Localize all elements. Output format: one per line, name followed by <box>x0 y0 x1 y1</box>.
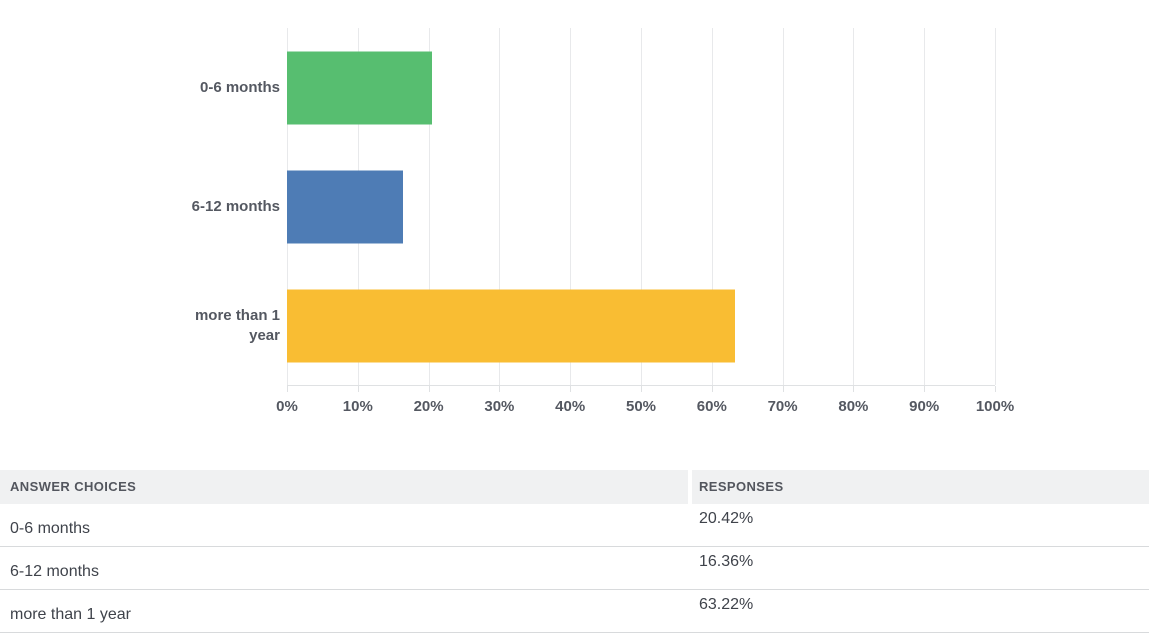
axis-tick <box>499 386 501 392</box>
x-tick-label: 0% <box>276 398 298 415</box>
gridline <box>995 28 996 385</box>
gridline <box>428 28 430 385</box>
category-label-row: more than 1 year <box>0 266 280 385</box>
bar <box>287 170 403 243</box>
gridline <box>499 28 501 385</box>
category-axis: 0-6 months 6-12 months more than 1 year <box>0 28 280 385</box>
axis-tick <box>641 386 642 392</box>
x-tick-label: 20% <box>413 398 444 415</box>
x-axis-labels: 0% 10% 20% 30% 40% 50% 60% 70% 80% 90% 100% <box>276 398 1014 418</box>
axis-tick <box>995 386 996 392</box>
table-row: 0-6 months 20.42% <box>0 504 1149 547</box>
x-tick-label: 80% <box>838 398 869 415</box>
header-answer-choices: ANSWER CHOICES <box>0 470 688 504</box>
gridline <box>711 28 713 385</box>
x-tick-label: 90% <box>909 398 940 415</box>
axis-tick <box>711 386 713 392</box>
cell-response: 20.42% <box>699 510 754 527</box>
x-tick-label: 50% <box>625 398 657 415</box>
chart-band <box>287 28 995 147</box>
x-axis-ticks <box>287 386 996 392</box>
category-label-row: 0-6 months <box>0 28 280 147</box>
header-responses: RESPONSES <box>692 470 1149 504</box>
chart-band <box>287 147 995 266</box>
cell-answer-choice: 6-12 months <box>10 563 99 580</box>
axis-tick <box>782 386 784 392</box>
x-tick-label: 70% <box>767 398 798 415</box>
table-header-row: ANSWER CHOICES RESPONSES <box>0 470 1149 504</box>
category-label: more than 1 year <box>194 306 280 344</box>
category-label-row: 6-12 months <box>0 147 280 266</box>
x-tick-label: 60% <box>696 398 727 415</box>
category-label: 0-6 months <box>199 78 280 96</box>
x-tick-label: 10% <box>342 398 373 415</box>
cell-answer-choice: more than 1 year <box>10 606 131 623</box>
axis-tick <box>924 386 926 392</box>
x-tick-label: 30% <box>484 398 515 415</box>
chart-bars <box>287 28 995 385</box>
cell-response: 63.22% <box>699 596 754 613</box>
axis-tick <box>428 386 430 392</box>
table-body: 0-6 months 20.42% 6-12 months 16.36% more th… <box>0 504 1149 633</box>
gridline <box>641 28 642 385</box>
gridline <box>570 28 572 385</box>
x-tick-label: 100% <box>975 398 1015 415</box>
cell-answer-choice: 0-6 months <box>10 520 91 537</box>
bar <box>287 51 432 124</box>
x-tick-label: 40% <box>555 398 586 415</box>
table-row: more than 1 year 63.22% <box>0 590 1149 633</box>
chart-band <box>287 266 995 385</box>
results-table: ANSWER CHOICES RESPONSES 0-6 months 20.42… <box>0 470 1149 633</box>
gridline <box>853 28 855 385</box>
bar <box>287 289 735 362</box>
survey-bar-chart: 0-6 months 6-12 months more than 1 year 0%… <box>0 28 1014 418</box>
axis-tick <box>287 386 288 392</box>
gridline <box>782 28 784 385</box>
cell-response: 16.36% <box>699 553 754 570</box>
axis-tick <box>357 386 359 392</box>
gridline <box>924 28 926 385</box>
axis-tick <box>570 386 572 392</box>
axis-tick <box>853 386 855 392</box>
table-row: 6-12 months 16.36% <box>0 547 1149 590</box>
category-label: 6-12 months <box>191 197 280 215</box>
